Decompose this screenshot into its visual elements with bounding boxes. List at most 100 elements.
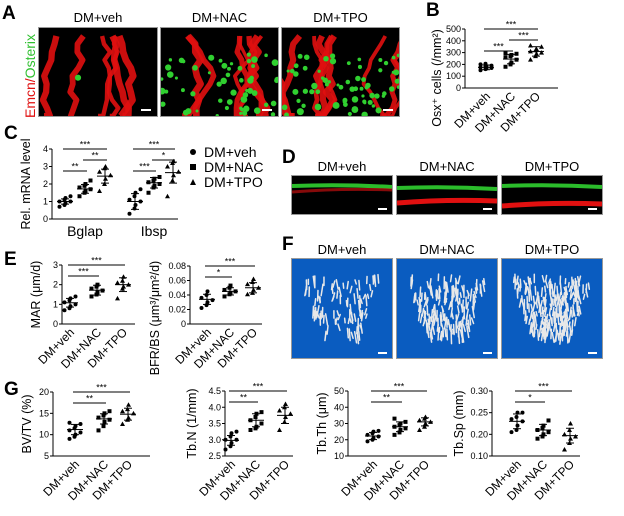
osterix-cell — [383, 60, 389, 66]
vessel-shape — [182, 34, 217, 116]
data-point — [115, 295, 120, 301]
y-tick-label: 0.08 — [168, 261, 186, 271]
y-tick-label: 0.20 — [470, 429, 488, 439]
trabecula — [474, 287, 478, 294]
osterix-cell — [208, 54, 215, 61]
group-2 — [245, 276, 261, 297]
data-point — [165, 164, 170, 169]
data-point — [489, 63, 494, 68]
chart-G2: 2.53.03.54.04.5Tb.N (1/mm)DM+vehDM+NACDM… — [185, 382, 293, 503]
trabecula — [565, 287, 569, 296]
fluorescence-image-veh — [38, 27, 158, 117]
trabecula — [530, 324, 534, 337]
group-0 — [57, 194, 73, 209]
data-point — [403, 419, 408, 424]
y-tick-label: 10 — [334, 451, 344, 461]
trabecula — [567, 281, 570, 288]
data-point — [68, 194, 73, 199]
group-2 — [97, 164, 113, 193]
y-tick-label: 3 — [43, 162, 48, 172]
significance-label: *** — [78, 267, 89, 277]
osterix-cell — [225, 72, 231, 78]
data-point — [478, 68, 483, 73]
osterix-cell — [323, 55, 329, 62]
trabecula — [558, 310, 562, 319]
osterix-cell — [311, 82, 318, 90]
osterix-cell — [168, 58, 173, 62]
osterix-cell — [239, 111, 243, 115]
y-tick-label: 0.06 — [168, 276, 186, 286]
significance-label: *** — [253, 382, 264, 392]
x-category-label: Bglap — [67, 223, 103, 239]
data-point — [62, 308, 67, 313]
trabecula — [519, 278, 522, 289]
trabecula — [556, 299, 560, 306]
y-tick-label: 2.5 — [208, 451, 221, 461]
trabecula — [570, 329, 574, 336]
trabecula — [536, 328, 540, 341]
panel-label-a: A — [2, 3, 16, 24]
data-point — [89, 286, 94, 291]
trabecula — [570, 309, 573, 318]
image-canvas — [410, 273, 492, 354]
osterix-cell — [251, 56, 258, 63]
trabecula — [451, 294, 455, 303]
image-canvas — [282, 34, 399, 116]
osterix-cell — [167, 71, 174, 78]
osterix-cell — [270, 100, 277, 107]
data-point — [102, 181, 107, 186]
trabecula — [563, 296, 566, 304]
group-1 — [89, 282, 105, 299]
trabecula — [440, 329, 444, 342]
trabecula — [360, 312, 364, 322]
scale-bar — [483, 208, 492, 210]
trabecula — [348, 328, 351, 342]
trabecula — [548, 318, 552, 332]
trabecula — [439, 314, 443, 327]
osterix-cell — [224, 106, 229, 111]
trabecula — [342, 282, 345, 289]
y-tick-label: 0 — [43, 214, 48, 224]
trabecula — [544, 280, 549, 289]
trabecula — [456, 305, 460, 314]
trabecula — [542, 321, 547, 331]
osterix-cell — [371, 104, 376, 108]
trabecula — [365, 313, 368, 319]
trabecula — [552, 296, 557, 306]
data-point — [73, 294, 78, 299]
osterix-cell — [165, 64, 172, 71]
trabecula — [566, 302, 570, 312]
trabecula — [358, 330, 361, 341]
significance-label: ** — [71, 162, 79, 172]
significance-label: *** — [394, 382, 405, 392]
calcein-label — [397, 185, 497, 191]
data-point — [520, 410, 525, 415]
trabecula — [573, 316, 577, 327]
data-point — [234, 437, 239, 442]
data-point — [251, 276, 256, 282]
group-0 — [223, 429, 239, 452]
trabecula — [360, 298, 363, 305]
trabecula — [335, 279, 339, 290]
data-point — [223, 437, 228, 442]
osterix-cell — [227, 66, 231, 71]
trabecula — [555, 308, 558, 318]
data-point — [392, 432, 397, 437]
osterix-cell — [345, 79, 351, 85]
osterix-cell — [246, 52, 251, 57]
group-3 — [127, 187, 143, 216]
y-axis-label: BV/TV (%) — [20, 394, 34, 453]
y-tick-label: 4.0 — [208, 402, 221, 412]
trabecula — [479, 283, 483, 297]
osterix-cell — [164, 89, 169, 94]
panel-a-title-tpo: DM+TPO — [313, 10, 368, 25]
data-point — [165, 193, 170, 199]
data-point — [77, 185, 82, 190]
group-1 — [392, 416, 408, 437]
trabecula — [324, 330, 327, 342]
trabecula — [548, 278, 552, 285]
osterix-cell — [378, 58, 383, 63]
data-point — [67, 428, 72, 433]
data-point — [103, 164, 108, 169]
scale-bar — [378, 208, 387, 210]
